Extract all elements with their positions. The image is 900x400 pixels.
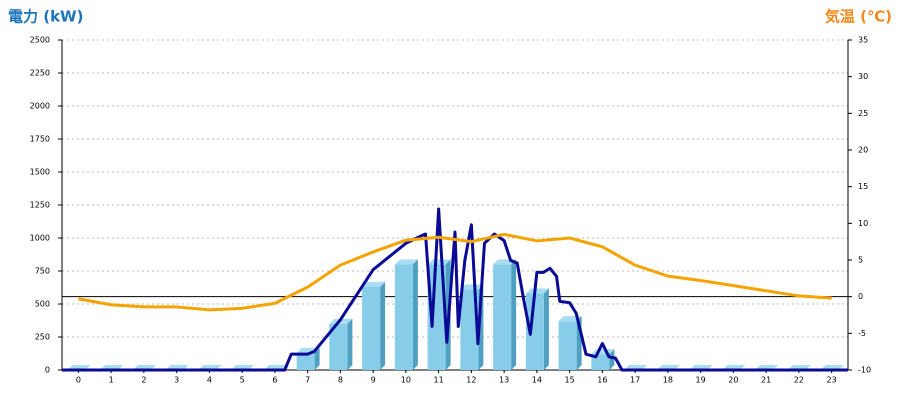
y2-tick-label: 5 bbox=[858, 256, 863, 265]
x-tick-label: 13 bbox=[499, 376, 509, 385]
y-tick-label: 0 bbox=[45, 366, 50, 375]
bar-front bbox=[362, 286, 381, 370]
bar-side bbox=[380, 281, 386, 370]
y-tick-label: 750 bbox=[35, 267, 50, 276]
bar-side bbox=[543, 288, 549, 370]
bar-top bbox=[394, 259, 418, 265]
bar-front bbox=[525, 293, 544, 370]
x-tick-label: 22 bbox=[794, 376, 804, 385]
bar-top bbox=[525, 288, 549, 294]
line bbox=[78, 232, 832, 312]
y-tick-label: 1250 bbox=[30, 201, 50, 210]
bar bbox=[591, 349, 615, 370]
y2-tick-label: -5 bbox=[858, 329, 866, 338]
x-tick-label: 4 bbox=[207, 376, 212, 385]
bar-front bbox=[460, 289, 479, 370]
x-tick-label: 18 bbox=[663, 376, 673, 385]
x-tick-label: 23 bbox=[827, 376, 837, 385]
y-tick-label: 500 bbox=[35, 300, 50, 309]
y2-tick-label: 30 bbox=[858, 72, 868, 81]
x-tick-label: 16 bbox=[597, 376, 607, 385]
x-tick-label: 15 bbox=[565, 376, 575, 385]
y2-axis-title: 気温 (℃) bbox=[825, 8, 892, 26]
bar-front bbox=[296, 352, 315, 370]
y-tick-label: 1000 bbox=[30, 234, 50, 243]
x-tick-label: 12 bbox=[466, 376, 476, 385]
bar-top bbox=[427, 259, 451, 265]
x-tick-label: 7 bbox=[305, 376, 310, 385]
x-tick-label: 2 bbox=[141, 376, 146, 385]
bar bbox=[558, 316, 582, 370]
bar-top bbox=[460, 284, 484, 290]
x-tick-label: 3 bbox=[174, 376, 179, 385]
y2-tick-label: 35 bbox=[858, 36, 868, 45]
x-tick-label: 1 bbox=[109, 376, 114, 385]
x-tick-label: 20 bbox=[728, 376, 738, 385]
y2-tick-label: 0 bbox=[858, 292, 863, 301]
x-tick-label: 5 bbox=[240, 376, 245, 385]
x-tick-label: 21 bbox=[761, 376, 771, 385]
line bbox=[62, 207, 848, 372]
bar bbox=[394, 259, 418, 370]
x-tick-label: 8 bbox=[338, 376, 343, 385]
bar bbox=[329, 318, 353, 370]
y-tick-label: 2500 bbox=[30, 36, 50, 45]
bar-front bbox=[394, 264, 413, 370]
y-tick-label: 1500 bbox=[30, 168, 50, 177]
x-tick-label: 19 bbox=[696, 376, 706, 385]
y-tick-label: 250 bbox=[35, 333, 50, 342]
bar-side bbox=[347, 318, 353, 370]
y2-tick-label: 25 bbox=[858, 109, 868, 118]
bar bbox=[362, 281, 386, 370]
bar-front bbox=[329, 323, 348, 370]
x-tick-label: 10 bbox=[401, 376, 411, 385]
bar bbox=[493, 259, 517, 370]
x-tick-label: 11 bbox=[434, 376, 444, 385]
bar-side bbox=[314, 347, 320, 370]
bar-front bbox=[427, 264, 446, 370]
bar-side bbox=[609, 349, 615, 370]
y2-tick-label: -10 bbox=[858, 366, 871, 375]
x-tick-label: 9 bbox=[371, 376, 376, 385]
y-tick-label: 2250 bbox=[30, 69, 50, 78]
x-tick-label: 6 bbox=[272, 376, 277, 385]
bar bbox=[460, 284, 484, 370]
y-tick-label: 1750 bbox=[30, 135, 50, 144]
bar-side bbox=[412, 259, 418, 370]
bar bbox=[525, 288, 549, 370]
y-axis-title: 電力 (kW) bbox=[8, 8, 83, 26]
bar-side bbox=[511, 259, 517, 370]
bar-front bbox=[493, 264, 512, 370]
x-tick-label: 17 bbox=[630, 376, 640, 385]
y2-tick-label: 15 bbox=[858, 182, 868, 191]
bar-top bbox=[362, 281, 386, 287]
bar-front bbox=[558, 321, 577, 370]
x-tick-label: 14 bbox=[532, 376, 542, 385]
y2-tick-label: 10 bbox=[858, 219, 868, 228]
y2-tick-label: 20 bbox=[858, 146, 868, 155]
x-tick-label: 0 bbox=[76, 376, 81, 385]
y-tick-label: 2000 bbox=[30, 102, 50, 111]
